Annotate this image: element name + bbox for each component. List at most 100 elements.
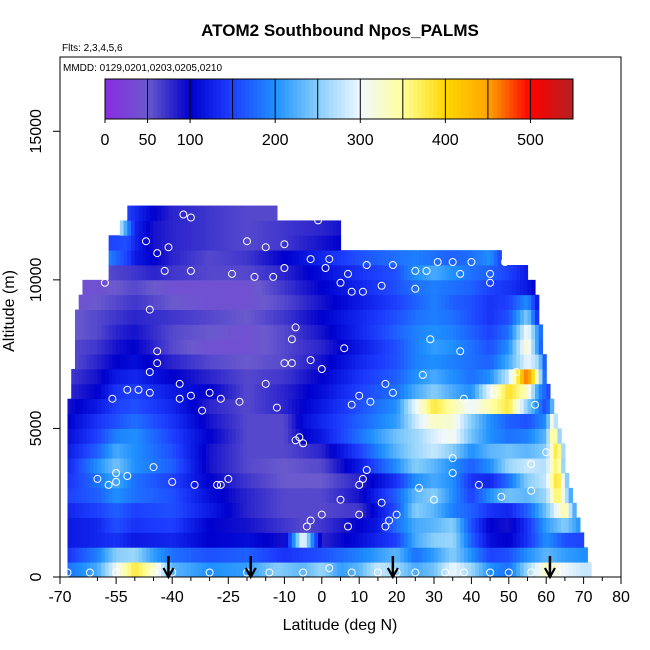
- heatmap-cell: [351, 547, 357, 563]
- heatmap-cell: [493, 265, 499, 281]
- heatmap-cell: [306, 562, 312, 577]
- heatmap-cell: [179, 562, 185, 577]
- heatmap-cell: [228, 413, 233, 429]
- heatmap-cell: [273, 487, 278, 504]
- heatmap-cell: [520, 339, 525, 355]
- heatmap-cell: [146, 487, 151, 504]
- colorbar-swatch: [361, 79, 366, 119]
- heatmap-cell: [131, 458, 136, 474]
- heatmap-cell: [164, 235, 170, 251]
- heatmap-cell: [303, 517, 308, 533]
- heatmap-cell: [202, 487, 207, 504]
- heatmap-cell: [280, 220, 285, 236]
- heatmap-cell: [471, 473, 476, 489]
- heatmap-cell: [497, 473, 502, 489]
- heatmap-cell: [351, 294, 357, 310]
- heatmap-cell: [213, 250, 218, 266]
- heatmap-cell: [93, 369, 98, 385]
- colorbar-swatch: [557, 79, 562, 119]
- heatmap-cell: [336, 383, 342, 400]
- heatmap-cell: [247, 487, 252, 504]
- heatmap-cell: [172, 250, 177, 266]
- heatmap-cell: [213, 354, 218, 370]
- heatmap-cell: [261, 383, 267, 400]
- heatmap-cell: [314, 383, 319, 400]
- heatmap-cell: [520, 487, 525, 504]
- heatmap-cell: [232, 369, 237, 385]
- heatmap-cell: [97, 309, 102, 325]
- heatmap-cell: [78, 562, 84, 577]
- colorbar-swatch: [173, 79, 178, 119]
- heatmap-cell: [209, 458, 214, 474]
- heatmap-cell: [512, 279, 517, 296]
- heatmap-cell: [531, 532, 536, 548]
- heatmap-cell: [276, 428, 282, 444]
- sample-point: [261, 379, 270, 388]
- heatmap-cell: [452, 443, 458, 459]
- sample-point: [355, 510, 364, 519]
- heatmap-cell: [441, 369, 446, 385]
- heatmap-cell: [542, 398, 547, 414]
- heatmap-cell: [493, 443, 499, 459]
- heatmap-cell: [546, 413, 551, 429]
- heatmap-cell: [486, 517, 491, 533]
- heatmap-cell: [142, 235, 147, 251]
- heatmap-cell: [460, 324, 465, 340]
- heatmap-cell: [448, 517, 454, 533]
- heatmap-cell: [497, 443, 502, 459]
- heatmap-cell: [78, 413, 84, 429]
- heatmap-cell: [561, 517, 566, 533]
- heatmap-cell: [538, 547, 544, 563]
- heatmap-cell: [280, 354, 285, 370]
- heatmap-cell: [194, 339, 199, 355]
- colorbar-swatch: [297, 79, 302, 119]
- sample-point: [272, 403, 281, 412]
- heatmap-cell: [224, 220, 229, 236]
- heatmap-cell: [239, 250, 244, 266]
- heatmap-cell: [475, 398, 480, 414]
- heatmap-cell: [261, 220, 267, 236]
- heatmap-cell: [340, 339, 345, 355]
- heatmap-cell: [74, 339, 80, 355]
- heatmap-cell: [355, 369, 360, 385]
- colorbar-swatch: [109, 79, 114, 119]
- colorbar-swatch: [233, 79, 238, 119]
- heatmap-cell: [463, 443, 469, 459]
- heatmap-cell: [475, 487, 480, 504]
- heatmap-cell: [205, 265, 211, 281]
- heatmap-cell: [490, 369, 495, 385]
- heatmap-cell: [273, 532, 278, 548]
- heatmap-cell: [123, 220, 128, 236]
- heatmap-cell: [295, 443, 300, 459]
- heatmap-cell: [160, 354, 166, 370]
- heatmap-cell: [437, 398, 443, 414]
- heatmap-cell: [314, 473, 319, 489]
- sample-point: [366, 397, 375, 406]
- heatmap-cell: [475, 309, 480, 325]
- heatmap-cell: [299, 487, 304, 504]
- heatmap-cell: [164, 205, 170, 221]
- heatmap-cell: [108, 413, 113, 429]
- heatmap-cell: [411, 428, 416, 444]
- heatmap-cell: [486, 398, 491, 414]
- heatmap-cell: [404, 369, 409, 385]
- heatmap-cell: [497, 517, 502, 533]
- heatmap-cell: [336, 562, 342, 577]
- heatmap-cell: [269, 517, 274, 533]
- heatmap-cell: [187, 339, 192, 355]
- heatmap-cell: [362, 265, 368, 281]
- heatmap-cell: [258, 279, 263, 296]
- heatmap-cell: [97, 532, 102, 548]
- heatmap-cell: [288, 398, 293, 414]
- heatmap-cell: [71, 369, 76, 385]
- heatmap-cell: [157, 205, 162, 221]
- heatmap-cell: [220, 473, 226, 489]
- heatmap-cell: [142, 369, 147, 385]
- heatmap-cell: [86, 413, 91, 429]
- heatmap-cell: [190, 250, 196, 266]
- heatmap-cell: [97, 294, 102, 310]
- heatmap-cell: [362, 294, 368, 310]
- heatmap-cell: [164, 532, 170, 548]
- heatmap-cell: [273, 502, 278, 518]
- heatmap-cell: [475, 324, 480, 340]
